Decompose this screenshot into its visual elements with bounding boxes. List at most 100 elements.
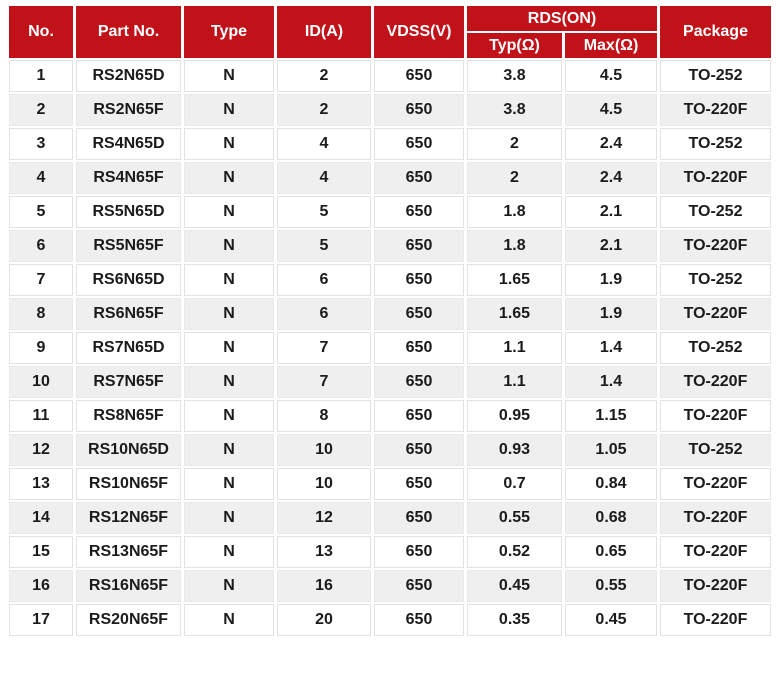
cell-id_a: 12 bbox=[277, 502, 371, 534]
cell-package: TO-220F bbox=[660, 502, 771, 534]
cell-type: N bbox=[184, 162, 274, 194]
table-row: 10 RS7N65F N 7 650 1.1 1.4 TO-220F bbox=[9, 366, 771, 398]
cell-type: N bbox=[184, 536, 274, 568]
cell-no: 13 bbox=[9, 468, 73, 500]
cell-part_no: RS5N65D bbox=[76, 196, 181, 228]
col-header-rds-max: Max(Ω) bbox=[565, 33, 657, 58]
cell-id_a: 13 bbox=[277, 536, 371, 568]
table-row: 1 RS2N65D N 2 650 3.8 4.5 TO-252 bbox=[9, 60, 771, 92]
cell-vdss_v: 650 bbox=[374, 434, 464, 466]
cell-vdss_v: 650 bbox=[374, 196, 464, 228]
cell-id_a: 5 bbox=[277, 196, 371, 228]
cell-rds_max: 0.84 bbox=[565, 468, 657, 500]
cell-rds_typ: 0.45 bbox=[467, 570, 562, 602]
cell-vdss_v: 650 bbox=[374, 94, 464, 126]
table-row: 7 RS6N65D N 6 650 1.65 1.9 TO-252 bbox=[9, 264, 771, 296]
cell-no: 6 bbox=[9, 230, 73, 262]
cell-package: TO-252 bbox=[660, 434, 771, 466]
cell-type: N bbox=[184, 60, 274, 92]
table-header: No. Part No. Type ID(A) VDSS(V) RDS(ON) … bbox=[9, 6, 771, 58]
table-row: 5 RS5N65D N 5 650 1.8 2.1 TO-252 bbox=[9, 196, 771, 228]
table-row: 13 RS10N65F N 10 650 0.7 0.84 TO-220F bbox=[9, 468, 771, 500]
cell-rds_typ: 0.35 bbox=[467, 604, 562, 636]
cell-rds_max: 1.4 bbox=[565, 366, 657, 398]
cell-part_no: RS7N65F bbox=[76, 366, 181, 398]
cell-rds_typ: 0.55 bbox=[467, 502, 562, 534]
cell-part_no: RS4N65F bbox=[76, 162, 181, 194]
cell-vdss_v: 650 bbox=[374, 60, 464, 92]
cell-vdss_v: 650 bbox=[374, 366, 464, 398]
cell-no: 14 bbox=[9, 502, 73, 534]
cell-vdss_v: 650 bbox=[374, 298, 464, 330]
cell-rds_typ: 3.8 bbox=[467, 60, 562, 92]
cell-part_no: RS6N65F bbox=[76, 298, 181, 330]
cell-rds_typ: 1.1 bbox=[467, 366, 562, 398]
table-row: 6 RS5N65F N 5 650 1.8 2.1 TO-220F bbox=[9, 230, 771, 262]
cell-package: TO-220F bbox=[660, 536, 771, 568]
table-row: 8 RS6N65F N 6 650 1.65 1.9 TO-220F bbox=[9, 298, 771, 330]
col-header-part-no: Part No. bbox=[76, 6, 181, 58]
mosfet-spec-table: No. Part No. Type ID(A) VDSS(V) RDS(ON) … bbox=[6, 4, 774, 638]
cell-rds_max: 1.9 bbox=[565, 264, 657, 296]
col-header-vdss-v: VDSS(V) bbox=[374, 6, 464, 58]
cell-no: 16 bbox=[9, 570, 73, 602]
cell-type: N bbox=[184, 196, 274, 228]
cell-part_no: RS2N65D bbox=[76, 60, 181, 92]
cell-type: N bbox=[184, 468, 274, 500]
header-row-sub: Typ(Ω) Max(Ω) bbox=[9, 33, 771, 58]
cell-type: N bbox=[184, 570, 274, 602]
cell-id_a: 5 bbox=[277, 230, 371, 262]
cell-vdss_v: 650 bbox=[374, 570, 464, 602]
cell-id_a: 8 bbox=[277, 400, 371, 432]
cell-rds_typ: 0.95 bbox=[467, 400, 562, 432]
col-header-type: Type bbox=[184, 6, 274, 58]
cell-vdss_v: 650 bbox=[374, 604, 464, 636]
cell-part_no: RS8N65F bbox=[76, 400, 181, 432]
table-row: 4 RS4N65F N 4 650 2 2.4 TO-220F bbox=[9, 162, 771, 194]
cell-vdss_v: 650 bbox=[374, 332, 464, 364]
cell-no: 4 bbox=[9, 162, 73, 194]
cell-id_a: 20 bbox=[277, 604, 371, 636]
cell-rds_typ: 1.1 bbox=[467, 332, 562, 364]
table-row: 2 RS2N65F N 2 650 3.8 4.5 TO-220F bbox=[9, 94, 771, 126]
cell-vdss_v: 650 bbox=[374, 468, 464, 500]
cell-vdss_v: 650 bbox=[374, 502, 464, 534]
cell-type: N bbox=[184, 94, 274, 126]
cell-rds_typ: 2 bbox=[467, 162, 562, 194]
cell-rds_max: 1.15 bbox=[565, 400, 657, 432]
cell-rds_typ: 2 bbox=[467, 128, 562, 160]
cell-rds_typ: 0.7 bbox=[467, 468, 562, 500]
table-row: 11 RS8N65F N 8 650 0.95 1.15 TO-220F bbox=[9, 400, 771, 432]
cell-no: 5 bbox=[9, 196, 73, 228]
cell-type: N bbox=[184, 298, 274, 330]
table-body: 1 RS2N65D N 2 650 3.8 4.5 TO-252 2 RS2N65F N 2 650 3.… bbox=[9, 60, 771, 636]
cell-rds_typ: 1.8 bbox=[467, 230, 562, 262]
cell-part_no: RS10N65D bbox=[76, 434, 181, 466]
cell-type: N bbox=[184, 332, 274, 364]
cell-rds_typ: 1.8 bbox=[467, 196, 562, 228]
cell-id_a: 16 bbox=[277, 570, 371, 602]
table-row: 16 RS16N65F N 16 650 0.45 0.55 TO-220F bbox=[9, 570, 771, 602]
cell-id_a: 7 bbox=[277, 366, 371, 398]
cell-id_a: 4 bbox=[277, 128, 371, 160]
col-header-rds-typ: Typ(Ω) bbox=[467, 33, 562, 58]
cell-rds_typ: 0.93 bbox=[467, 434, 562, 466]
cell-id_a: 2 bbox=[277, 94, 371, 126]
cell-part_no: RS2N65F bbox=[76, 94, 181, 126]
cell-type: N bbox=[184, 434, 274, 466]
cell-package: TO-220F bbox=[660, 162, 771, 194]
cell-type: N bbox=[184, 502, 274, 534]
cell-type: N bbox=[184, 400, 274, 432]
cell-vdss_v: 650 bbox=[374, 230, 464, 262]
cell-package: TO-252 bbox=[660, 60, 771, 92]
cell-no: 8 bbox=[9, 298, 73, 330]
cell-no: 11 bbox=[9, 400, 73, 432]
cell-package: TO-252 bbox=[660, 332, 771, 364]
cell-rds_typ: 1.65 bbox=[467, 264, 562, 296]
cell-id_a: 10 bbox=[277, 434, 371, 466]
cell-package: TO-220F bbox=[660, 604, 771, 636]
cell-no: 7 bbox=[9, 264, 73, 296]
cell-id_a: 4 bbox=[277, 162, 371, 194]
cell-no: 15 bbox=[9, 536, 73, 568]
